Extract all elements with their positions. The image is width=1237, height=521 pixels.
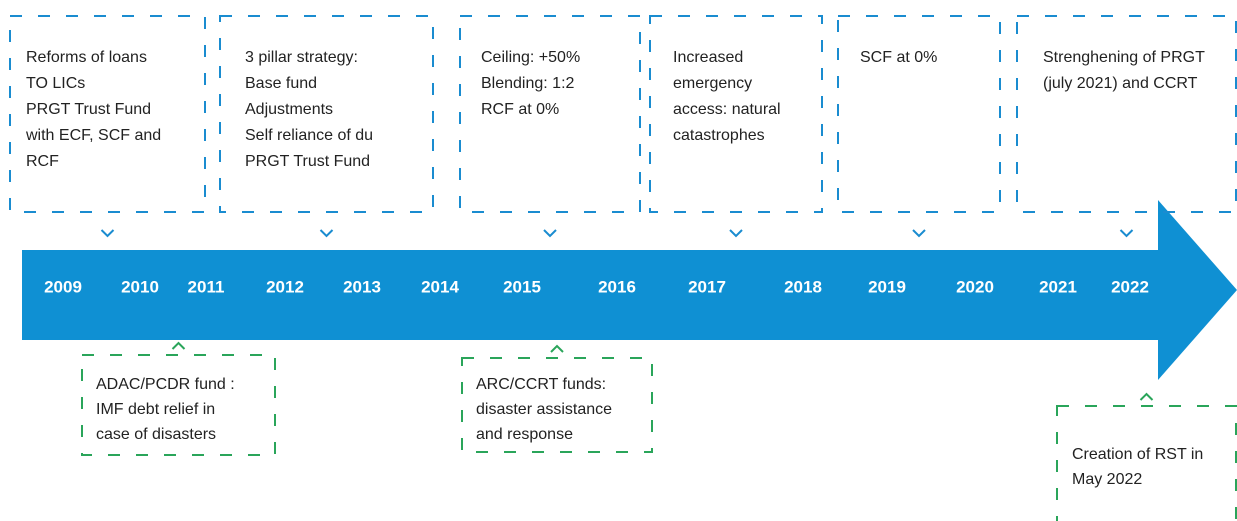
year: 2022 <box>1111 277 1149 296</box>
box-border <box>837 15 1001 213</box>
chevron <box>171 341 186 350</box>
box-border <box>459 15 641 213</box>
box-text: SCF at 0% <box>860 49 937 66</box>
arrow-head <box>1158 200 1237 380</box>
year: 2009 <box>44 277 82 296</box>
box-text: Creation of RST in <box>1072 446 1203 463</box>
year: 2013 <box>343 277 381 296</box>
year: 2011 <box>188 277 225 296</box>
chevron <box>543 229 557 238</box>
year: 2012 <box>266 277 304 296</box>
box-text: with ECF, SCF and <box>25 127 161 144</box>
year: 2017 <box>688 277 726 296</box>
box-text: and response <box>476 426 573 443</box>
year: 2020 <box>956 277 994 296</box>
chevron <box>100 229 115 238</box>
box-border <box>1056 405 1237 521</box>
box-text: ARC/CCRT funds: <box>476 376 606 393</box>
year: 2018 <box>784 277 822 296</box>
chevron <box>550 344 564 353</box>
chevron <box>729 229 743 238</box>
box-text: Increased <box>673 49 743 66</box>
box-text: May 2022 <box>1072 471 1142 488</box>
chevron <box>1139 392 1154 401</box>
box-text: PRGT Trust Fund <box>26 101 151 118</box>
box-border <box>461 357 653 453</box>
box-border <box>649 15 823 213</box>
box-text: PRGT Trust Fund <box>245 153 370 170</box>
box-text: Self reliance of du <box>245 127 373 144</box>
box-text: 3 pillar strategy: <box>245 49 358 66</box>
box-text: case of disasters <box>96 426 216 443</box>
box-text: Reforms of loans <box>26 49 147 66</box>
box-border <box>219 15 434 213</box>
box-text: ADAC/PCDR fund : <box>96 376 235 393</box>
year: 2016 <box>598 277 636 296</box>
chevron <box>319 229 334 238</box>
year: 2014 <box>421 277 459 296</box>
year: 2015 <box>503 277 541 296</box>
box-text: Adjustments <box>245 101 333 118</box>
box-text: Strenghening of PRGT <box>1043 49 1205 66</box>
box-text: disaster assistance <box>476 401 612 418</box>
arrow-body <box>22 250 1162 340</box>
year: 2010 <box>121 277 159 296</box>
year: 2019 <box>868 277 906 296</box>
box-text: Base fund <box>245 75 317 92</box>
box-text: Ceiling: +50% <box>481 49 580 66</box>
box-border <box>9 15 206 213</box>
box-text: RCF <box>26 153 59 170</box>
chevron <box>1119 229 1134 238</box>
box-text: IMF debt relief in <box>96 401 215 418</box>
box-text: catastrophes <box>673 127 765 144</box>
box-text: TO LICs <box>26 75 85 92</box>
box-text: Blending: 1:2 <box>481 75 575 92</box>
box-text: (july 2021) and CCRT <box>1043 75 1198 92</box>
box-text: access: natural <box>673 101 781 118</box>
year: 2021 <box>1039 277 1077 296</box>
box-border <box>81 354 276 456</box>
box-border <box>1016 15 1237 213</box>
box-text: emergency <box>673 75 752 92</box>
box-text: RCF at 0% <box>481 101 559 118</box>
chevron <box>912 229 926 238</box>
